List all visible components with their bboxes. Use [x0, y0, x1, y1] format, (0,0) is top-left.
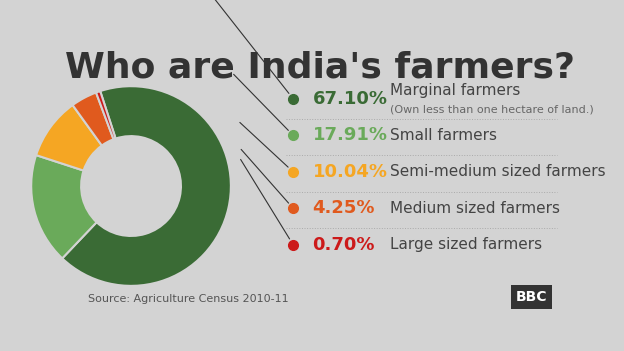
- Text: Source: Agriculture Census 2010-11: Source: Agriculture Census 2010-11: [87, 294, 288, 304]
- Text: Small farmers: Small farmers: [390, 128, 497, 143]
- Text: 17.91%: 17.91%: [313, 126, 388, 144]
- Text: BBC: BBC: [515, 290, 547, 304]
- Text: Large sized farmers: Large sized farmers: [390, 237, 542, 252]
- Text: 0.70%: 0.70%: [313, 236, 375, 254]
- Wedge shape: [96, 91, 115, 139]
- Text: Semi-medium sized farmers: Semi-medium sized farmers: [390, 164, 605, 179]
- Text: 10.04%: 10.04%: [313, 163, 388, 181]
- Wedge shape: [36, 105, 102, 171]
- Text: Marginal farmers: Marginal farmers: [390, 83, 520, 98]
- Wedge shape: [72, 93, 114, 146]
- Text: 67.10%: 67.10%: [313, 90, 388, 108]
- Text: Medium sized farmers: Medium sized farmers: [390, 201, 560, 216]
- Text: Who are India's farmers?: Who are India's farmers?: [65, 50, 575, 84]
- Wedge shape: [62, 86, 231, 286]
- Text: (Own less than one hectare of land.): (Own less than one hectare of land.): [390, 105, 593, 115]
- Wedge shape: [31, 155, 97, 258]
- Text: 4.25%: 4.25%: [313, 199, 375, 217]
